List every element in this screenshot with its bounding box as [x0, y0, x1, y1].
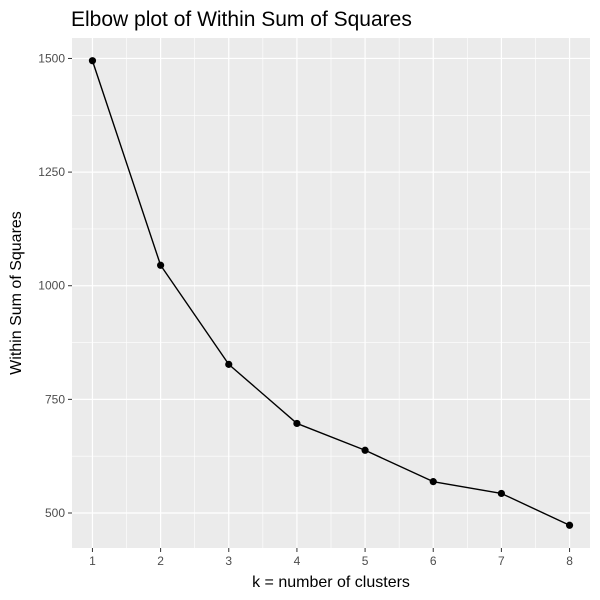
- y-tick-label: 500: [45, 506, 65, 520]
- data-point: [88, 57, 97, 65]
- y-tick-label: 1500: [38, 51, 65, 65]
- data-points: [88, 57, 574, 529]
- y-axis-title: Within Sum of Squares: [8, 211, 25, 375]
- major-gridlines: [72, 38, 590, 548]
- x-tick-label: 7: [498, 554, 505, 568]
- data-point: [497, 489, 505, 498]
- x-tick-label: 6: [430, 554, 437, 568]
- series-line-group: [91, 60, 570, 526]
- y-axis-ticks: 500 750 1000 1250 1500: [38, 51, 72, 520]
- series-line: [91, 60, 570, 526]
- data-point: [157, 261, 165, 269]
- data-point: [293, 419, 301, 428]
- x-axis-title: k = number of clusters: [252, 574, 410, 591]
- x-tick-label: 5: [362, 554, 369, 568]
- x-tick-label: 3: [225, 554, 232, 568]
- chart-title: Elbow plot of Within Sum of Squares: [71, 8, 412, 31]
- data-point: [361, 446, 369, 454]
- minor-gridlines: [72, 38, 590, 548]
- x-axis-ticks: 1 2 3 4 5 6 7 8: [89, 548, 573, 568]
- x-tick-label: 8: [566, 554, 573, 568]
- data-point: [565, 521, 574, 529]
- x-tick-label: 4: [294, 554, 301, 568]
- x-tick-label: 2: [157, 554, 164, 568]
- y-tick-label: 750: [45, 392, 65, 406]
- data-point: [429, 478, 437, 486]
- x-tick-label: 1: [89, 554, 96, 568]
- data-point: [225, 360, 233, 368]
- y-tick-label: 1000: [38, 279, 65, 293]
- y-tick-label: 1250: [38, 165, 65, 179]
